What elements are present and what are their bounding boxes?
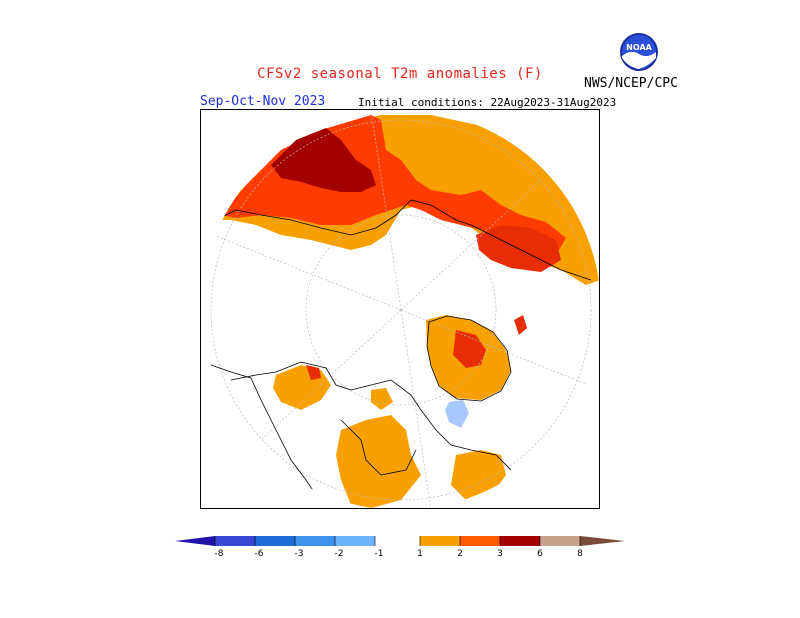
- anomaly-region-baffin-lightblue: [445, 400, 469, 428]
- legend-tick: 3: [497, 549, 503, 559]
- anomaly-region-arctic-small-orange: [371, 388, 393, 410]
- coastline-eurasia: [215, 199, 592, 281]
- legend-bin-4: [335, 536, 375, 546]
- legend-bin-6: [420, 536, 460, 546]
- legend-tick: 8: [577, 549, 583, 559]
- initial-conditions-label: Initial conditions: 22Aug2023-31Aug2023: [358, 96, 617, 109]
- legend-tick: -8: [215, 549, 224, 559]
- legend-tick: -3: [295, 549, 304, 559]
- season-label: Sep-Oct-Nov 2023: [200, 94, 326, 109]
- legend-bin-1: [215, 536, 255, 546]
- svg-text:NOAA: NOAA: [626, 43, 652, 52]
- legend-bin-8: [500, 536, 540, 546]
- anomaly-region-alaska-red: [306, 365, 321, 380]
- color-legend: -8 -6 -3 -2 -1 1 2 3 6 8: [175, 536, 625, 559]
- anomaly-region-canada-orange: [336, 415, 421, 508]
- noaa-logo: NOAA: [620, 33, 658, 71]
- anomaly-region-scandinavia-red: [514, 315, 527, 335]
- legend-tick: 2: [457, 549, 463, 559]
- legend-arrow-low: [175, 536, 215, 546]
- coastline-hudson: [340, 419, 417, 476]
- legend-bin-7: [460, 536, 500, 546]
- anomaly-region-greenland-red: [453, 330, 486, 368]
- legend-bin-2: [255, 536, 295, 546]
- legend-bin-9: [540, 536, 580, 546]
- map-title: CFSv2 seasonal T2m anomalies (F): [257, 66, 543, 82]
- legend-tick: 6: [537, 549, 543, 559]
- legend-tick: -6: [255, 549, 264, 559]
- polar-map: [200, 109, 600, 509]
- anomaly-region-east-canada-orange: [451, 450, 506, 500]
- coastline-greenland: [426, 315, 512, 402]
- legend-tick: -2: [335, 549, 344, 559]
- coastline-north-america: [230, 361, 512, 471]
- anomaly-region-alaska-orange: [273, 365, 331, 410]
- anomaly-region-siberia-darkred: [271, 128, 376, 192]
- legend-tick: -1: [375, 549, 384, 559]
- legend-tick: 1: [417, 549, 423, 559]
- agency-label: NWS/NCEP/CPC: [584, 76, 678, 91]
- legend-bin-5: [375, 536, 420, 546]
- legend-arrow-high: [580, 536, 625, 546]
- coastline-alaska-west: [210, 364, 317, 496]
- legend-bin-3: [295, 536, 335, 546]
